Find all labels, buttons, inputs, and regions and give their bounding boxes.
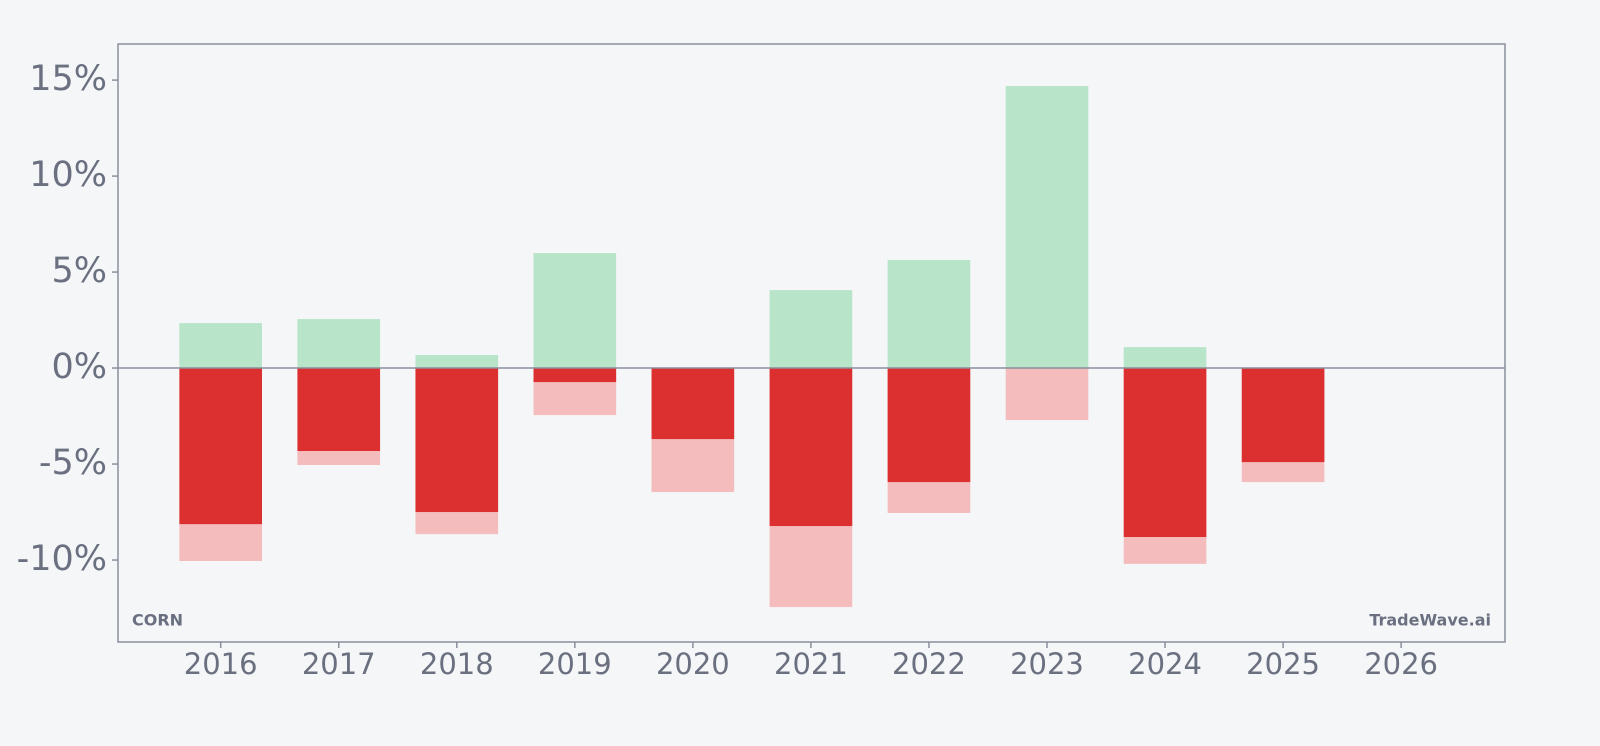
bar — [533, 368, 617, 383]
y-tick-label: -5% — [39, 443, 107, 483]
bar — [769, 368, 853, 527]
x-tick-label: 2020 — [656, 647, 730, 681]
x-tick-label: 2025 — [1246, 647, 1320, 681]
bar — [415, 354, 499, 369]
bar — [297, 368, 381, 451]
annotation: TradeWave.ai — [1369, 611, 1491, 630]
x-tick-label: 2024 — [1128, 647, 1202, 681]
y-tick-label: 10% — [29, 155, 107, 195]
bar — [769, 290, 853, 369]
bar — [179, 323, 263, 369]
x-tick-label: 2022 — [892, 647, 966, 681]
bar — [651, 368, 735, 440]
annotation: CORN — [132, 611, 183, 630]
bar — [415, 368, 499, 513]
x-tick-label: 2023 — [1010, 647, 1084, 681]
bar — [1123, 368, 1207, 537]
x-tick-label: 2026 — [1364, 647, 1438, 681]
plot-frame — [117, 43, 1506, 643]
bar — [887, 368, 971, 483]
bar — [1005, 86, 1089, 369]
bar — [179, 368, 263, 525]
bar — [1241, 368, 1325, 463]
y-tick-label: 5% — [51, 251, 107, 291]
y-tick-label: 15% — [29, 59, 107, 99]
bar — [887, 259, 971, 369]
y-tick-label: 0% — [51, 347, 107, 387]
y-tick-label: -10% — [17, 539, 107, 579]
x-tick-label: 2016 — [184, 647, 258, 681]
bar — [533, 253, 617, 369]
x-tick-label: 2019 — [538, 647, 612, 681]
x-tick-label: 2017 — [302, 647, 376, 681]
x-tick-label: 2021 — [774, 647, 848, 681]
bar — [1123, 347, 1207, 369]
x-tick-label: 2018 — [420, 647, 494, 681]
bar — [1005, 368, 1089, 421]
bar — [297, 319, 381, 369]
